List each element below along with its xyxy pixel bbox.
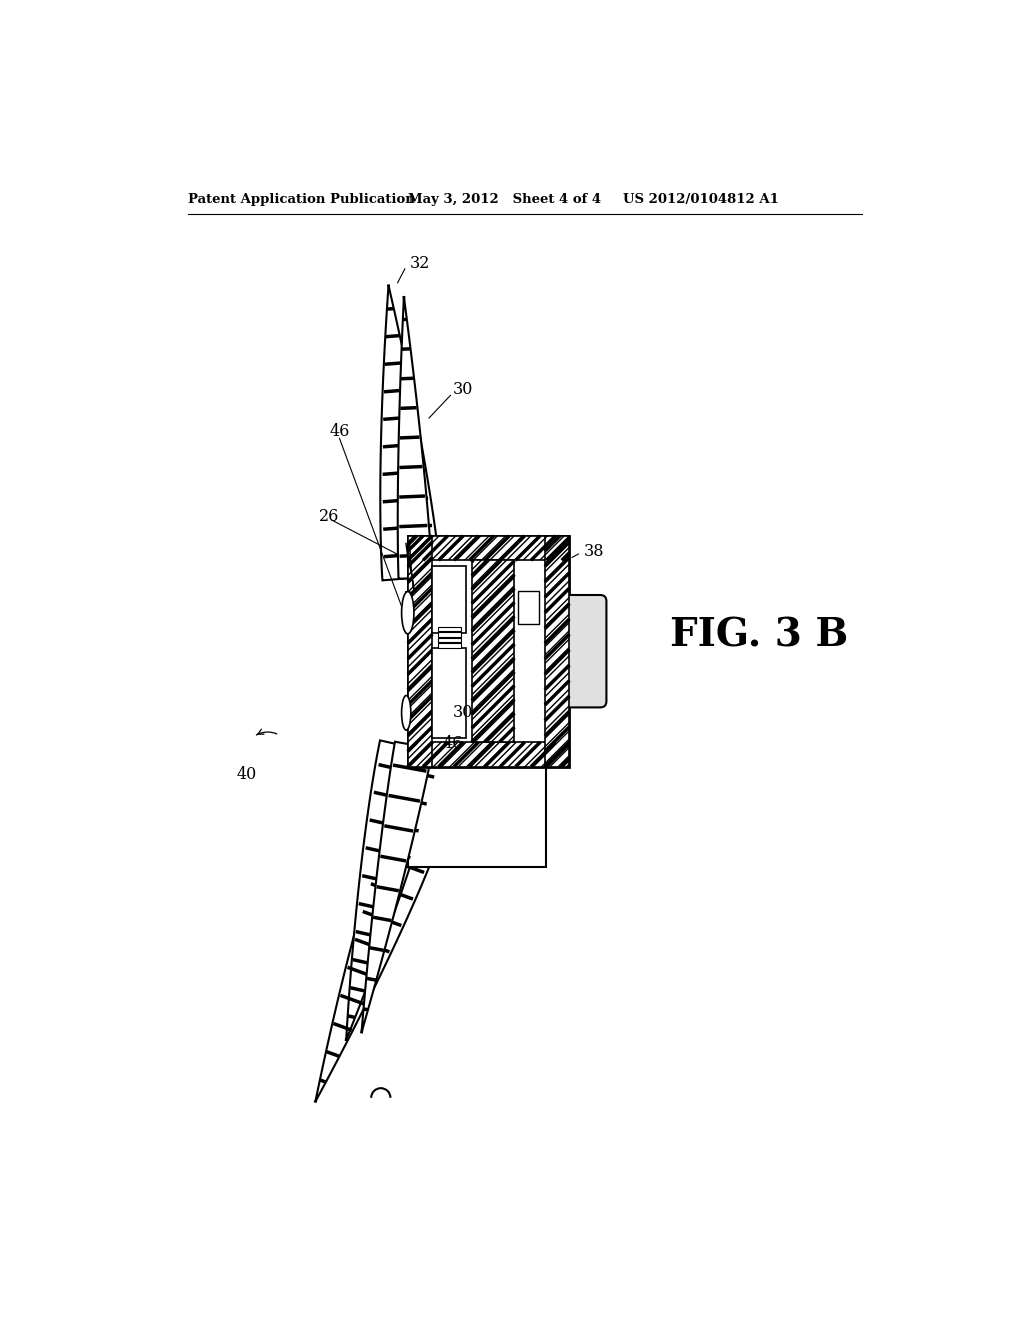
Text: May 3, 2012   Sheet 4 of 4: May 3, 2012 Sheet 4 of 4 <box>408 193 601 206</box>
Bar <box>432 566 466 634</box>
Bar <box>408 536 432 767</box>
Ellipse shape <box>401 591 414 634</box>
Bar <box>518 591 539 624</box>
Text: 40: 40 <box>237 766 257 783</box>
Bar <box>408 536 569 767</box>
Bar <box>432 648 466 738</box>
Text: 30: 30 <box>453 705 473 721</box>
Text: 38: 38 <box>584 543 604 560</box>
Polygon shape <box>315 834 434 1102</box>
FancyBboxPatch shape <box>563 595 606 708</box>
Text: 26: 26 <box>319 508 340 525</box>
Text: 32: 32 <box>410 255 430 272</box>
Bar <box>545 536 569 767</box>
Bar <box>408 767 547 867</box>
Bar <box>438 638 461 642</box>
Bar <box>472 561 514 742</box>
Bar <box>408 742 569 767</box>
Bar <box>438 627 461 631</box>
Polygon shape <box>361 742 433 1032</box>
Polygon shape <box>346 741 443 1040</box>
Text: 30: 30 <box>453 381 473 397</box>
Text: 46: 46 <box>330 424 349 441</box>
Polygon shape <box>397 297 432 578</box>
Text: US 2012/0104812 A1: US 2012/0104812 A1 <box>624 193 779 206</box>
Text: 46: 46 <box>442 735 463 752</box>
Bar <box>438 632 461 636</box>
Polygon shape <box>380 285 440 581</box>
Bar <box>408 536 569 561</box>
Text: Patent Application Publication: Patent Application Publication <box>188 193 415 206</box>
Bar <box>438 643 461 648</box>
Ellipse shape <box>401 696 411 730</box>
Text: FIG. 3 B: FIG. 3 B <box>670 616 848 655</box>
